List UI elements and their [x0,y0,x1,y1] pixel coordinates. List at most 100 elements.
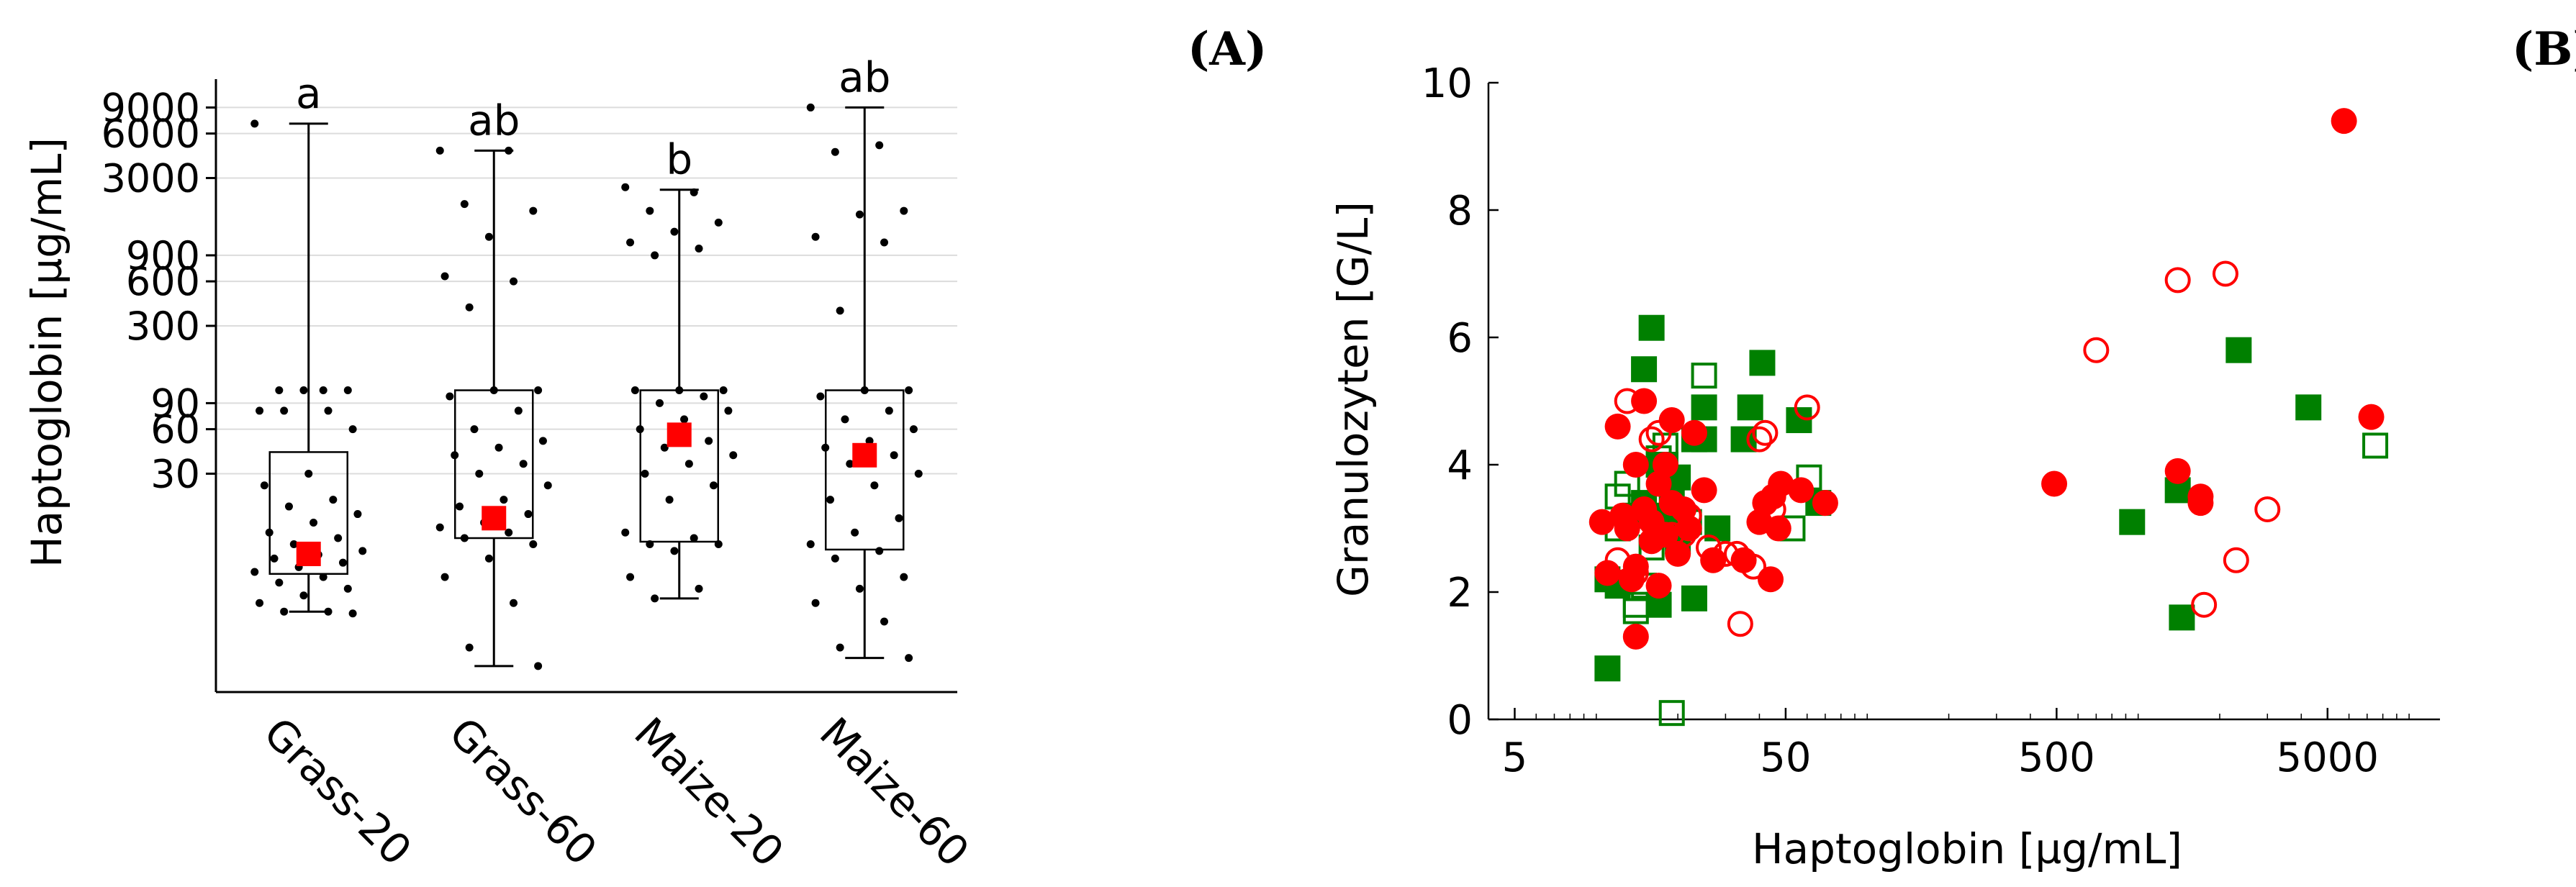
data-point [670,547,679,555]
data-point [885,406,893,415]
red-open-circle-point [2223,547,2249,573]
red-open-circle-point [1614,388,1640,414]
red-open-circle-point [2164,267,2191,294]
data-point [484,232,493,241]
red-filled-circle-point [1604,413,1631,440]
data-point [343,386,352,395]
red-open-circle-point [1760,496,1786,522]
red-filled-circle-point [2331,108,2357,135]
red-open-circle-point [1752,419,1779,446]
x-axis-label: Haptoglobin [µg/mL] [1752,824,2182,873]
data-point [514,406,523,415]
green-open-square-point [2362,432,2389,459]
green-open-square-point [1622,591,1649,618]
red-open-circle-point [1794,394,1820,421]
data-point [529,540,538,549]
data-point [465,643,474,652]
data-point [870,481,879,490]
red-open-circle-point [2212,260,2238,287]
data-point [440,573,449,581]
data-point [460,200,469,209]
y-tick-label: 4 [1447,442,1473,489]
data-point [338,558,347,567]
y-tick-label: 6000 [101,112,200,157]
data-point [275,386,284,395]
data-point [505,528,513,537]
red-open-circle-point [1645,419,1672,446]
data-point [855,584,864,593]
red-open-circle-point [1638,426,1665,452]
data-point [900,573,908,581]
x-tick-label: 5 [1502,734,1528,781]
x-tick-label: Maize-20 [625,708,793,876]
data-point [821,443,830,452]
y-tick-label: 900 [126,233,200,278]
data-point [260,481,268,490]
green-filled-square-point [1638,314,1665,341]
data-point [309,518,318,527]
y-tick-label: 10 [1422,60,1473,107]
red-open-circle-point [1622,560,1649,586]
data-point [880,617,889,626]
red-filled-circle-point [2041,470,2068,497]
data-point [851,528,859,537]
data-point [299,386,308,395]
data-point [831,554,839,563]
red-open-circle-point [1746,426,1773,452]
red-filled-circle-point [1652,452,1678,478]
mean-marker [482,506,507,531]
data-point [700,392,708,401]
data-point [304,469,313,478]
data-point [865,437,874,445]
red-filled-circle-point [2358,404,2385,430]
data-point [875,547,884,555]
red-filled-circle-point [1681,419,1707,446]
data-point [826,496,835,504]
data-point [714,218,723,227]
y-tick-label: 9000 [101,85,200,130]
data-point [446,392,454,401]
data-point [353,510,362,519]
red-filled-circle-point [1768,470,1794,497]
red-filled-circle-point [1588,509,1615,535]
x-tick-label: 5000 [2277,734,2380,781]
y-tick-label: 30 [150,451,200,496]
data-point [690,534,698,542]
data-point [836,643,844,652]
data-point [626,573,635,581]
red-filled-circle-point [1812,490,1838,517]
red-open-circle-point [1676,502,1702,529]
data-point [256,599,264,607]
data-point [358,547,367,555]
green-filled-square-point [2169,604,2195,631]
data-point [348,609,357,618]
data-point [324,607,333,616]
data-point [494,443,503,452]
data-point [529,206,538,215]
data-point [811,232,820,241]
data-point [343,584,352,593]
data-point [348,425,357,434]
data-point [324,406,333,415]
green-filled-square-point [1749,350,1776,376]
data-point [670,227,679,236]
y-tick-label: 8 [1447,188,1473,235]
data-point [505,146,513,155]
x-tick-label: Grass-60 [440,708,607,875]
data-point [816,392,825,401]
data-point [724,406,733,415]
data-point [705,437,713,445]
data-point [811,599,820,607]
red-open-circle-point [2254,496,2281,522]
data-point [646,206,654,215]
significance-letter: b [666,135,692,184]
red-filled-circle-point [1645,573,1672,599]
red-filled-circle-point [2164,458,2191,484]
data-point [655,399,664,407]
red-filled-circle-point [1652,522,1678,548]
data-point [909,425,918,434]
data-point [319,573,327,581]
red-open-circle-point [1727,611,1753,637]
